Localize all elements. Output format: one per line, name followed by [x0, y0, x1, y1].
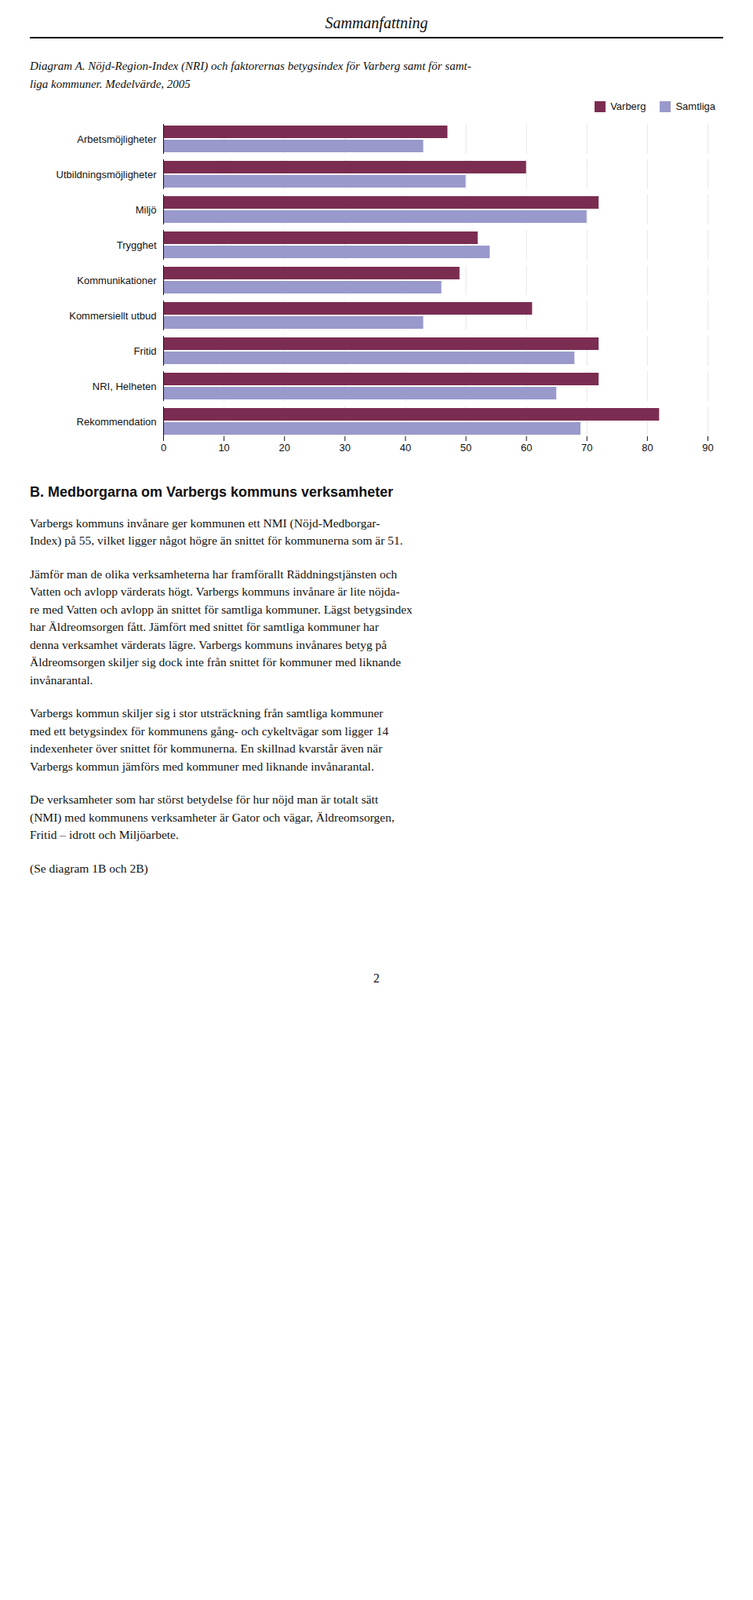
svg-text:Trygghet: Trygghet: [116, 239, 157, 251]
svg-text:50: 50: [460, 441, 472, 454]
html-text:B. Medborgarna om Varbergs kom: B. Medborgarna om Varbergs kommuns verks…: [29, 483, 394, 500]
html-text:Diagram A. Nöjd-Region-Index (: Diagram A. Nöjd-Region-Index (NRI) och f…: [29, 59, 472, 90]
svg-text:20: 20: [278, 441, 290, 454]
html-text:Sammanfattning: Sammanfattning: [325, 14, 428, 32]
svg-text:Miljö: Miljö: [135, 203, 157, 216]
html-text:Samtliga: Samtliga: [675, 100, 716, 113]
svg-text:Kommersiellt utbud: Kommersiellt utbud: [69, 309, 157, 322]
svg-text:0: 0: [160, 441, 167, 454]
svg-text:Kommunikationer: Kommunikationer: [76, 274, 157, 287]
svg-text:Utbildningsmöjligheter: Utbildningsmöjligheter: [56, 168, 158, 181]
html-text:Varberg: Varberg: [610, 100, 646, 113]
html-text:De verksamheter som har störst: De verksamheter som har störst betydelse…: [29, 792, 395, 841]
html-text:(Se diagram 1B och 2B): (Se diagram 1B och 2B): [29, 860, 149, 875]
html-text:Jämför man de olika verksamhet: Jämför man de olika verksamheterna har f…: [29, 567, 413, 687]
html-text:Varbergs kommuns invånare ger: Varbergs kommuns invånare ger kommunen e…: [29, 516, 403, 548]
svg-text:NRI, Helheten: NRI, Helheten: [92, 380, 157, 393]
svg-text:Arbetsmöjligheter: Arbetsmöjligheter: [76, 133, 157, 146]
svg-text:Rekommendation: Rekommendation: [76, 415, 157, 428]
html-text:Varbergs kommun skiljer sig i: Varbergs kommun skiljer sig i stor utstr…: [29, 706, 389, 773]
svg-text:10: 10: [218, 441, 230, 454]
svg-text:Fritid: Fritid: [134, 345, 157, 357]
svg-text:80: 80: [641, 441, 653, 454]
svg-text:40: 40: [400, 441, 412, 454]
svg-text:70: 70: [581, 441, 593, 454]
svg-text:30: 30: [339, 441, 351, 454]
svg-text:90: 90: [702, 441, 713, 454]
svg-text:60: 60: [520, 441, 532, 454]
html-text:2: 2: [373, 971, 380, 985]
